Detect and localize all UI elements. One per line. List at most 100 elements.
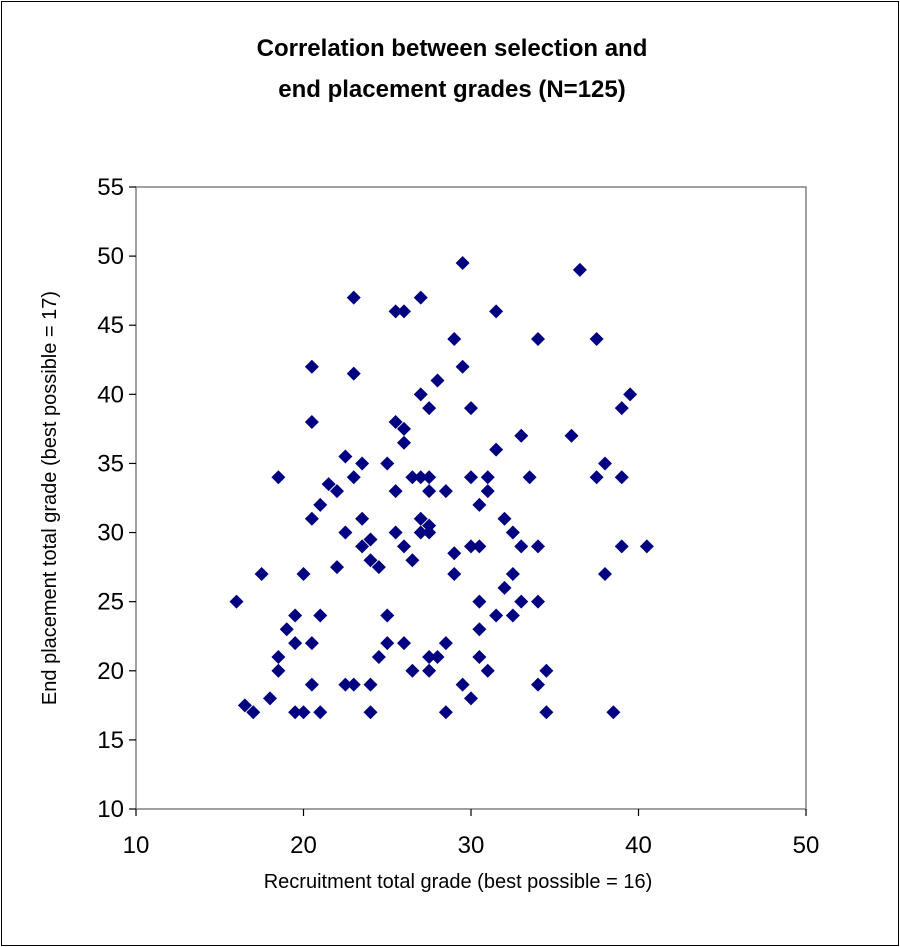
data-point	[497, 511, 512, 526]
data-point	[346, 470, 361, 485]
data-point	[313, 705, 328, 720]
data-point	[346, 366, 361, 381]
data-point	[422, 649, 437, 664]
data-point	[455, 359, 470, 374]
x-tick-label: 40	[625, 832, 652, 859]
data-point	[422, 484, 437, 499]
data-point	[413, 525, 428, 540]
data-point	[564, 428, 579, 443]
data-point	[397, 539, 411, 554]
data-point	[388, 304, 403, 319]
data-point	[505, 525, 520, 540]
data-point	[572, 262, 587, 277]
data-point	[539, 705, 554, 720]
data-point	[514, 594, 529, 609]
data-point	[497, 580, 512, 595]
data-point	[614, 401, 629, 416]
data-point	[472, 594, 487, 609]
data-point	[296, 705, 311, 720]
x-tick-label: 50	[793, 832, 820, 859]
data-point	[422, 401, 437, 416]
x-axis-label: Recruitment total grade (best possible =…	[264, 871, 653, 893]
data-point	[363, 677, 378, 692]
data-point	[589, 470, 604, 485]
data-point	[313, 608, 328, 623]
data-point	[388, 414, 403, 429]
y-tick-label: 45	[97, 312, 124, 339]
data-point	[464, 539, 478, 554]
data-point	[346, 290, 361, 305]
data-point	[489, 304, 504, 319]
data-point	[388, 484, 403, 499]
data-point	[288, 608, 303, 623]
data-point	[304, 677, 319, 692]
data-point	[472, 539, 487, 554]
plot-area	[135, 186, 807, 810]
data-point	[505, 608, 520, 623]
data-point	[464, 401, 478, 416]
data-point	[489, 442, 504, 457]
data-point	[514, 428, 529, 443]
data-point	[422, 525, 437, 540]
data-point	[413, 290, 428, 305]
data-point	[271, 470, 286, 485]
data-point	[531, 539, 545, 554]
data-point	[514, 539, 529, 554]
data-point	[405, 470, 420, 485]
data-point	[447, 567, 462, 582]
data-point	[422, 663, 437, 678]
x-tick-label: 10	[123, 832, 150, 859]
data-points	[229, 256, 654, 720]
data-point	[363, 532, 378, 547]
data-point	[614, 539, 629, 554]
chart-title-line-2: end placement grades (N=125)	[278, 76, 625, 103]
data-point	[355, 511, 370, 526]
data-point	[380, 608, 395, 623]
y-tick-label: 20	[97, 658, 124, 685]
data-point	[505, 567, 520, 582]
data-point	[405, 663, 420, 678]
data-point	[455, 677, 470, 692]
data-point	[254, 567, 269, 582]
x-axis: 10 20 30 40 50	[123, 809, 820, 859]
data-point	[271, 663, 286, 678]
data-point	[304, 636, 319, 651]
data-point	[355, 456, 370, 471]
data-point	[246, 705, 261, 720]
data-point	[338, 677, 353, 692]
y-tick-label: 25	[97, 589, 124, 616]
data-point	[363, 705, 378, 720]
data-point	[531, 332, 545, 347]
data-point	[371, 649, 386, 664]
x-tick-label: 30	[458, 832, 485, 859]
data-point	[304, 511, 319, 526]
data-point	[480, 663, 495, 678]
data-point	[405, 553, 420, 568]
data-point	[330, 484, 344, 499]
data-point	[598, 567, 612, 582]
data-point	[380, 636, 395, 651]
data-point	[288, 705, 303, 720]
data-point	[614, 470, 629, 485]
data-point	[380, 456, 395, 471]
data-point	[330, 560, 344, 575]
data-point	[464, 470, 478, 485]
data-point	[438, 636, 453, 651]
data-point	[531, 594, 545, 609]
data-point	[304, 359, 319, 374]
data-point	[388, 525, 403, 540]
y-tick-label: 35	[97, 450, 124, 477]
data-point	[606, 705, 621, 720]
data-point	[455, 256, 470, 271]
y-tick-label: 50	[97, 243, 124, 270]
data-point	[397, 304, 411, 319]
data-point	[229, 594, 244, 609]
data-point	[531, 677, 545, 692]
data-point	[271, 649, 286, 664]
data-point	[639, 539, 654, 554]
x-tick-label: 20	[290, 832, 317, 859]
data-point	[472, 622, 487, 637]
data-point	[413, 470, 428, 485]
data-point	[338, 449, 353, 464]
